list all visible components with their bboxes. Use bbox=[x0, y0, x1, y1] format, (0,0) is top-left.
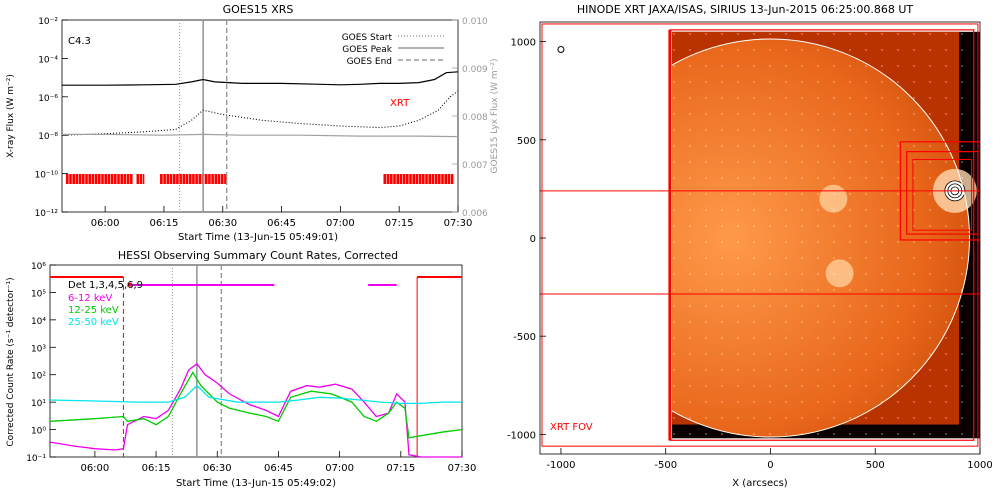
goes-y-tick-label: 10⁻⁶ bbox=[38, 94, 58, 104]
xrt-small-marker bbox=[557, 45, 565, 53]
goes-x-tick-label: 06:45 bbox=[267, 218, 296, 229]
xrt-solar-image-chart: HINODE XRT JAXA/ISAS, SIRIUS 13-Jun-2015… bbox=[507, 3, 993, 489]
hessi-y-tick-label: 10⁰ bbox=[31, 427, 46, 437]
hessi-y-tick-label: 10⁻¹ bbox=[26, 454, 46, 464]
xrt-y-tick-label: 1000 bbox=[511, 38, 536, 49]
hessi-x-tick-label: 07:30 bbox=[448, 463, 477, 474]
goes-legend-label: GOES Start bbox=[342, 33, 393, 43]
hessi-x-axis-label: Start Time (13-Jun-15 05:49:02) bbox=[176, 478, 336, 489]
xrt-flare-fov bbox=[912, 158, 973, 231]
goes-y2-tick-label: 0.006 bbox=[462, 209, 488, 219]
hessi-x-tick-label: 06:00 bbox=[80, 463, 109, 474]
goes-y2-tick-label: 0.008 bbox=[462, 113, 488, 123]
hessi-y-tick-label: 10³ bbox=[31, 344, 46, 354]
goes-flag-label: XRT bbox=[390, 98, 410, 109]
goes-xrt-flag-bar bbox=[136, 174, 145, 184]
hessi-series-line bbox=[49, 384, 462, 405]
goes-y2-axis-label: GOES15 Lyx Flux (W m⁻²) bbox=[490, 59, 500, 174]
xrt-solar-limb bbox=[570, 38, 971, 438]
xrt-y-tick-label: -500 bbox=[513, 332, 536, 343]
xrt-title: HINODE XRT JAXA/ISAS, SIRIUS 13-Jun-2015… bbox=[577, 3, 914, 16]
xrt-y-tick-label: 0 bbox=[530, 234, 536, 245]
xrt-x-tick-label: -1000 bbox=[546, 460, 575, 471]
hessi-x-tick-label: 07:00 bbox=[325, 463, 354, 474]
hessi-count-rate-chart: HESSI Observing Summary Count Rates, Cor… bbox=[6, 249, 476, 489]
hessi-legend-label: 25-50 keV bbox=[68, 317, 119, 328]
goes-legend-label: GOES End bbox=[347, 57, 392, 67]
hessi-plot-frame bbox=[49, 264, 463, 458]
xrt-x-tick-label: -500 bbox=[654, 460, 677, 471]
xrt-x-tick-label: 500 bbox=[866, 460, 885, 471]
hessi-legend-label: 6-12 keV bbox=[68, 293, 112, 304]
goes-y-tick-label: 10⁻¹² bbox=[35, 209, 59, 219]
goes-xrt-flag-bar bbox=[65, 174, 133, 184]
hessi-state-marker: N bbox=[125, 282, 133, 287]
goes-x-tick-label: 07:30 bbox=[444, 218, 473, 229]
xrt-fov-label: XRT FOV bbox=[550, 422, 593, 433]
goes-series-line bbox=[62, 71, 459, 86]
goes-x-tick-label: 06:15 bbox=[150, 218, 179, 229]
goes-y2-tick-label: 0.007 bbox=[462, 161, 488, 171]
goes-y2-tick-label: 0.009 bbox=[462, 65, 488, 75]
xrt-lat-lon-grid bbox=[672, 31, 980, 439]
xrt-x-tick-label: 1000 bbox=[967, 460, 992, 471]
hessi-x-tick-label: 06:15 bbox=[142, 463, 171, 474]
hessi-x-tick-label: 06:30 bbox=[203, 463, 232, 474]
goes-y-tick-label: 10⁻⁴ bbox=[38, 55, 58, 65]
xrt-unobserved-region bbox=[540, 22, 672, 454]
hessi-legend-label: 12-25 keV bbox=[68, 305, 119, 316]
goes-xrs-chart: GOES15 XRS 06:00 06:15 06:30 06:45 07:00 07:1… bbox=[6, 3, 500, 243]
hessi-title: HESSI Observing Summary Count Rates, Cor… bbox=[118, 249, 398, 262]
goes-y2-tick-label: 0.010 bbox=[462, 17, 488, 27]
xrt-fov-outline bbox=[541, 23, 979, 447]
hessi-x-tick-label: 07:15 bbox=[386, 463, 415, 474]
xrt-flare-fov bbox=[906, 151, 979, 235]
goes-class-label: C4.3 bbox=[68, 36, 91, 47]
goes-y-axis-label: X-ray Flux (W m⁻²) bbox=[6, 74, 16, 158]
xrt-y-tick-label: 500 bbox=[517, 136, 536, 147]
hessi-series-line bbox=[49, 362, 462, 458]
goes-y-tick-label: 10⁻⁸ bbox=[38, 132, 58, 142]
hessi-detector-label: Det 1,3,4,5,6,9 bbox=[68, 280, 143, 291]
goes-y-tick-label: 10⁻¹⁰ bbox=[35, 171, 59, 181]
hessi-y-tick-label: 10⁵ bbox=[31, 289, 46, 299]
hessi-series-line bbox=[49, 371, 463, 439]
hessi-y-tick-label: 10⁴ bbox=[31, 317, 46, 327]
xrt-x-axis-label: X (arcsecs) bbox=[732, 478, 788, 489]
hessi-y-tick-label: 10⁶ bbox=[31, 262, 46, 272]
hessi-x-tick-label: 06:45 bbox=[264, 463, 293, 474]
goes-title: GOES15 XRS bbox=[223, 3, 294, 16]
xrt-image-marks bbox=[540, 22, 980, 454]
hessi-y-tick-label: 10² bbox=[31, 372, 46, 382]
hessi-y-axis-label: Corrected Count Rate (s⁻¹ detector⁻¹) bbox=[6, 277, 16, 446]
goes-x-axis-label: Start Time (13-Jun-15 05:49:01) bbox=[178, 232, 338, 243]
goes-series-line bbox=[62, 133, 459, 138]
xrt-flare-fov bbox=[899, 141, 980, 241]
goes-x-tick-label: 07:00 bbox=[326, 218, 355, 229]
goes-y-tick-label: 10⁻² bbox=[38, 17, 58, 27]
goes-marks: 06:00 06:15 06:30 06:45 07:00 07:15 07:30 10⁻² 1… bbox=[35, 17, 488, 229]
hessi-y-tick-label: 10¹ bbox=[31, 399, 46, 409]
goes-legend-label: GOES Peak bbox=[342, 45, 392, 55]
xrt-x-tick-label: 0 bbox=[767, 460, 773, 471]
goes-xrt-flag-bar bbox=[160, 174, 227, 184]
goes-x-tick-label: 07:15 bbox=[385, 218, 414, 229]
goes-x-tick-label: 06:00 bbox=[91, 218, 120, 229]
hessi-marks: 06:00 06:15 06:30 06:45 07:00 07:15 07:30 10⁶ 10… bbox=[26, 262, 476, 474]
goes-x-tick-label: 06:30 bbox=[208, 218, 237, 229]
xrt-y-tick-label: -1000 bbox=[507, 430, 536, 441]
